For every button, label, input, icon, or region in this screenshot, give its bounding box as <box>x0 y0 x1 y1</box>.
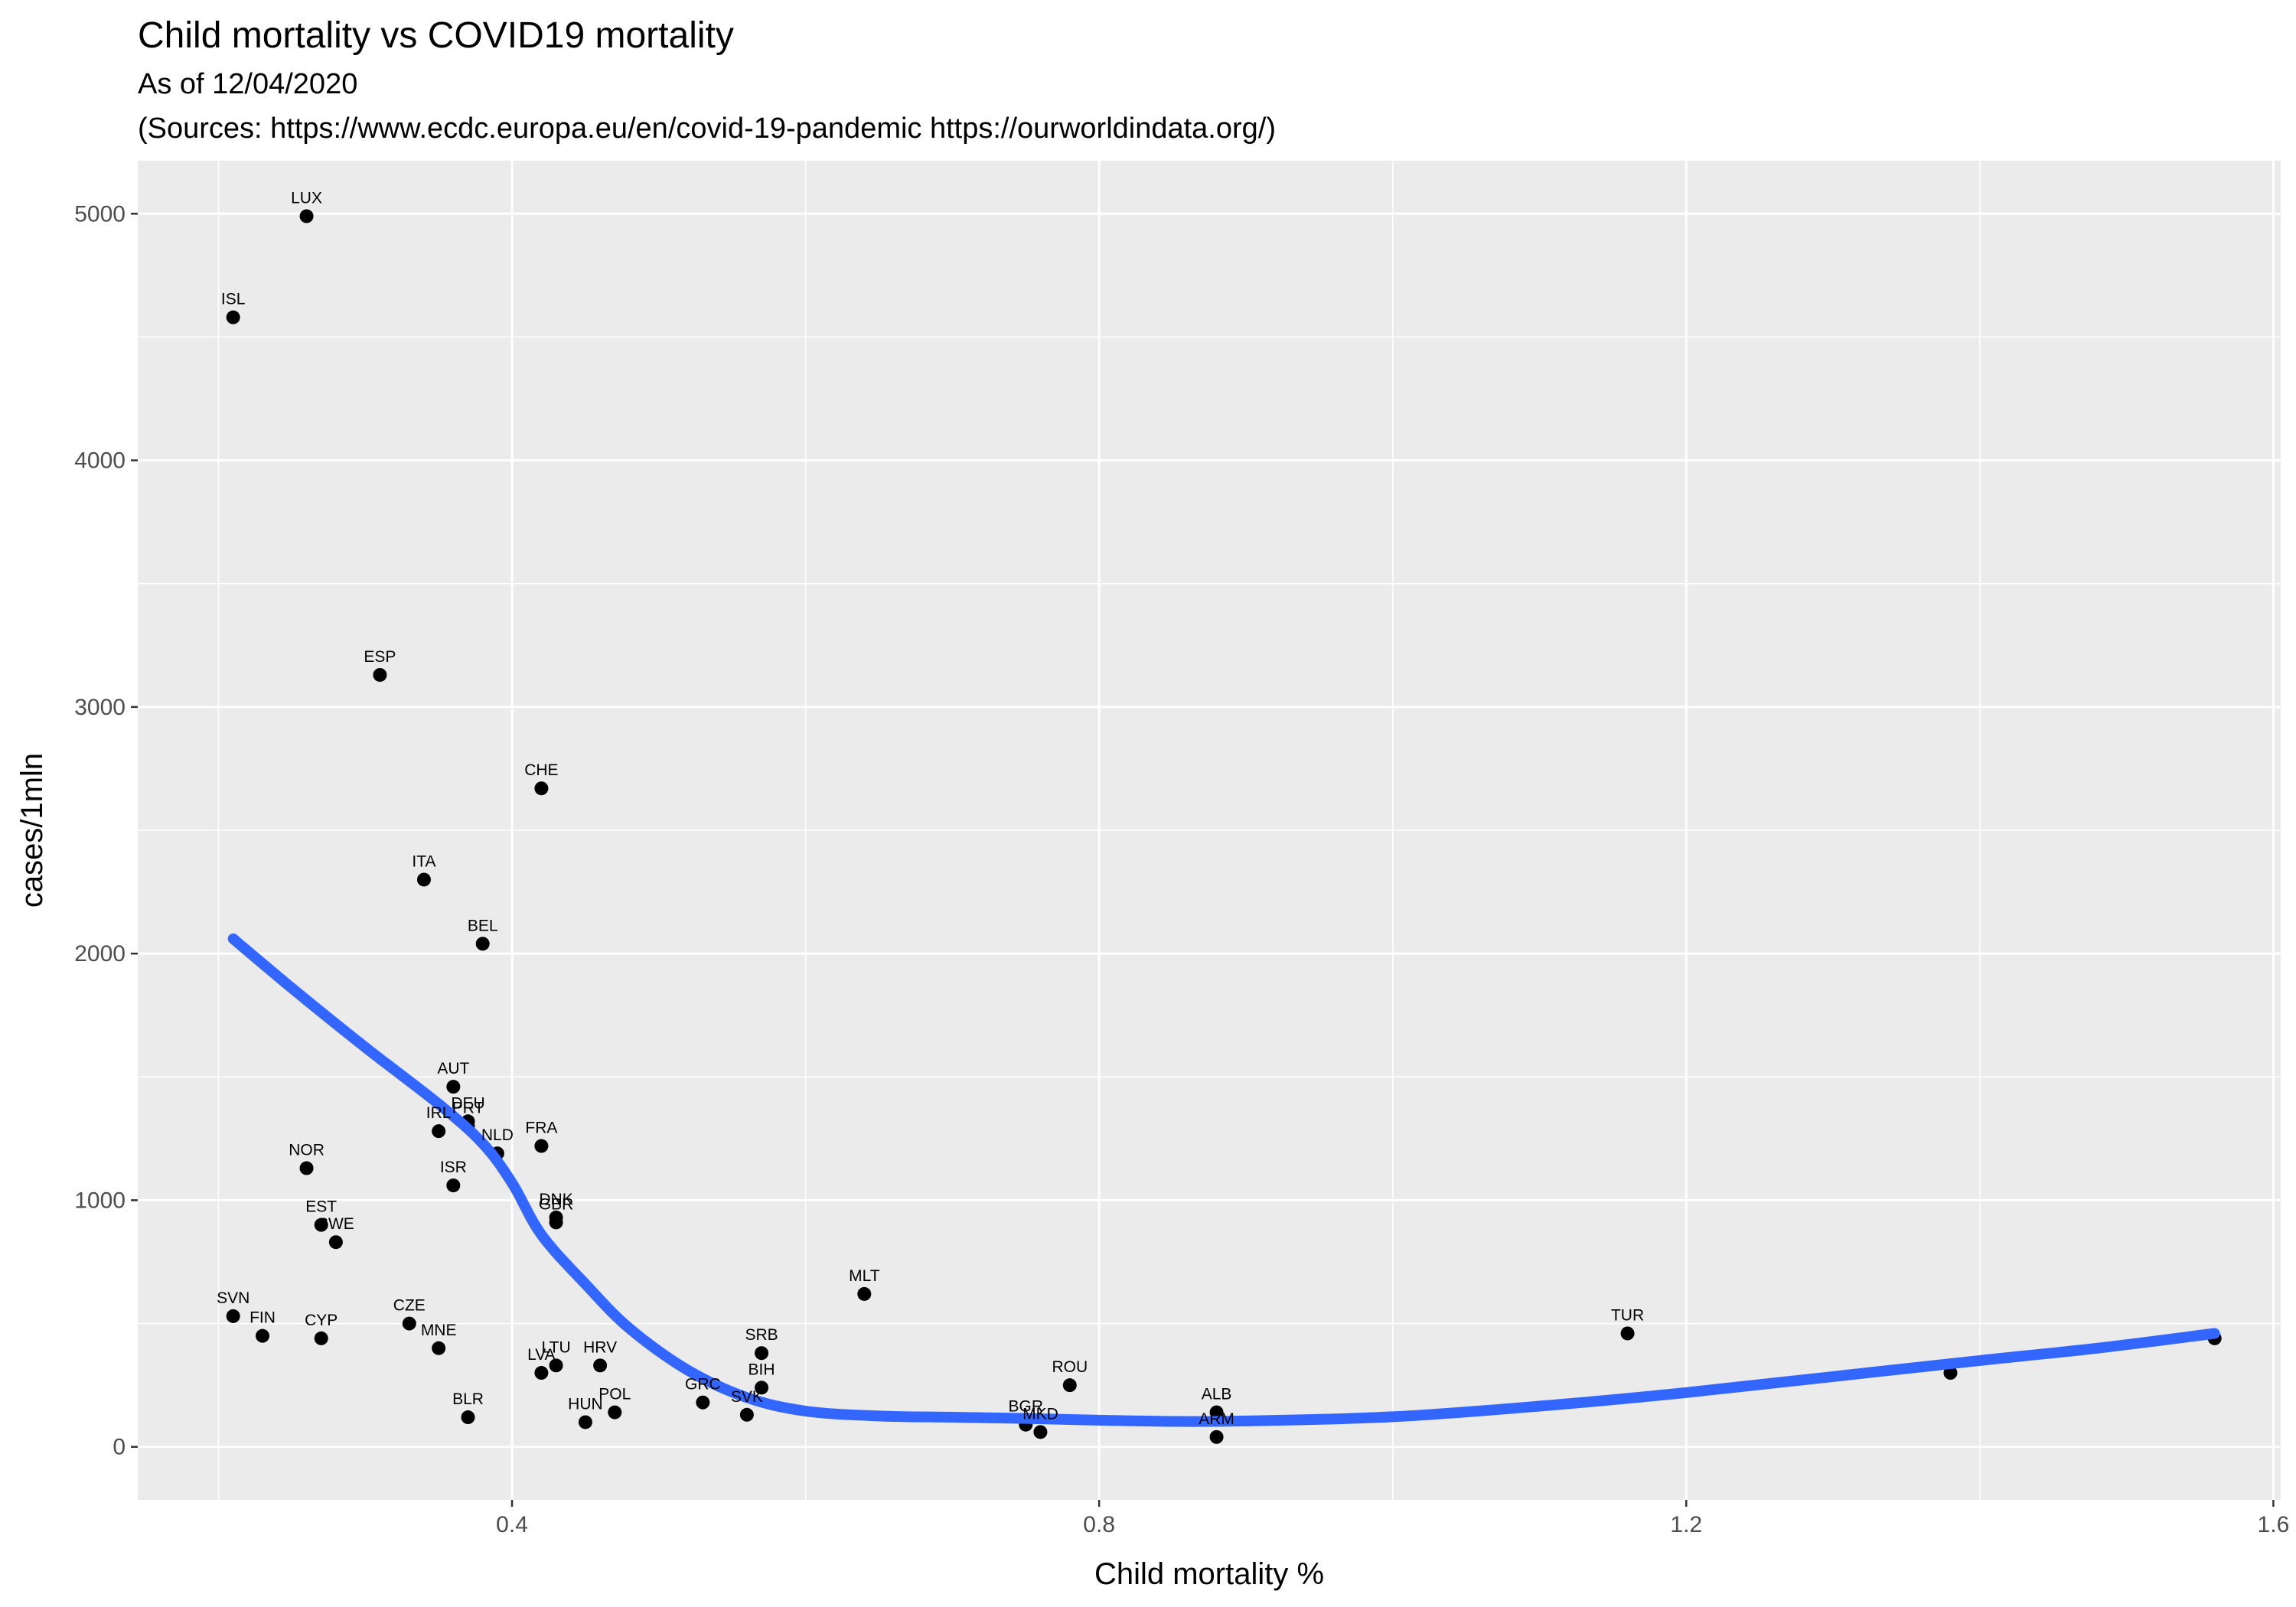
point-label-swe: SWE <box>318 1215 354 1233</box>
point-label-bel: BEL <box>468 917 498 934</box>
data-point-mlt <box>857 1286 872 1301</box>
point-label-esp: ESP <box>364 648 396 666</box>
data-point-fin <box>256 1328 270 1343</box>
point-label-prt: PRT <box>452 1100 484 1117</box>
chart-subtitle-line-1: As of 12/04/2020 <box>138 68 357 100</box>
point-label-aut: AUT <box>437 1060 469 1077</box>
point-label-isl: ISL <box>221 291 246 308</box>
point-label-lux: LUX <box>291 190 322 207</box>
data-point-arm <box>1209 1429 1224 1444</box>
data-point-hun <box>578 1415 592 1429</box>
data-point-fra <box>534 1139 549 1153</box>
data-point-bih <box>755 1380 769 1395</box>
gridlines <box>138 161 2281 1500</box>
point-label-mkd: MKD <box>1022 1405 1058 1423</box>
point-label-srb: SRB <box>745 1326 778 1344</box>
point-label-mne: MNE <box>421 1322 457 1339</box>
point-label-hun: HUN <box>568 1395 603 1413</box>
x-axis-title: Child mortality % <box>1094 1557 1324 1591</box>
point-label-deu: DEU <box>451 1094 484 1112</box>
point-label-gbr: GBR <box>539 1195 574 1213</box>
data-point-alb <box>1209 1405 1224 1420</box>
point-label-grc: GRC <box>685 1376 721 1393</box>
point-label-mlt: MLT <box>849 1267 880 1285</box>
data-point-irl <box>432 1124 446 1139</box>
chart-subtitle-line-2: (Sources: https://www.ecdc.europa.eu/en/… <box>138 112 1276 145</box>
point-label-est: EST <box>305 1198 337 1216</box>
data-point-hrv <box>593 1358 608 1373</box>
data-point-isl <box>226 310 240 324</box>
point-label-bgr: BGR <box>1009 1398 1044 1416</box>
data-point-aut <box>446 1080 461 1094</box>
point-label-fra: FRA <box>525 1120 557 1137</box>
point-label-fin: FIN <box>249 1309 276 1327</box>
data-point-swe <box>328 1235 343 1250</box>
data-point-cyp <box>314 1331 328 1345</box>
data-point-mne <box>432 1341 446 1355</box>
point-label-hrv: HRV <box>583 1338 617 1356</box>
data-point-mkd <box>1033 1425 1048 1439</box>
x-tick-label-3: 1.6 <box>2258 1512 2290 1537</box>
data-point-tur <box>1620 1326 1635 1341</box>
data-point-est <box>314 1217 328 1232</box>
data-point-cze <box>402 1316 416 1331</box>
data-point-rou <box>1062 1378 1077 1393</box>
axis-ticks: 0.4 0.8 1.2 1.6 0 1000 2000 3000 4000 5000 <box>74 201 2289 1537</box>
point-label-pol: POL <box>598 1386 631 1403</box>
point-label-bih: BIH <box>748 1361 775 1378</box>
x-tick-label-1: 0.8 <box>1083 1512 1115 1537</box>
data-point-nor <box>299 1161 314 1175</box>
trend-line <box>227 933 2220 1427</box>
point-label-nor: NOR <box>289 1142 325 1159</box>
data-point-isr <box>446 1178 461 1193</box>
data-point-blr <box>461 1410 475 1425</box>
data-point-pol <box>608 1405 622 1420</box>
y-tick-label-5: 5000 <box>74 201 126 227</box>
point-label-irl: IRL <box>426 1104 452 1122</box>
x-tick-label-0: 0.4 <box>496 1512 528 1537</box>
y-axis-title: cases/1mln <box>15 753 49 908</box>
point-label-alb: ALB <box>1202 1386 1232 1403</box>
point-label-rou: ROU <box>1052 1358 1088 1376</box>
point-label-tur: TUR <box>1611 1306 1644 1324</box>
y-tick-label-2: 2000 <box>74 941 126 966</box>
point-label-arm: ARM <box>1199 1410 1234 1428</box>
point-label-nld: NLD <box>481 1126 514 1144</box>
data-point-grc <box>696 1395 710 1410</box>
point-label-isr: ISR <box>440 1159 467 1176</box>
y-tick-label-3: 3000 <box>74 695 126 720</box>
point-label-blr: BLR <box>452 1390 484 1408</box>
point-label-svn: SVN <box>217 1289 249 1307</box>
point-label-cze: CZE <box>393 1297 426 1315</box>
point-label-ita: ITA <box>412 852 435 870</box>
point-label-cyp: CYP <box>305 1312 338 1329</box>
data-point-srb <box>755 1346 769 1361</box>
data-point-ltu <box>549 1358 563 1373</box>
point-label-svk: SVK <box>731 1388 763 1406</box>
y-tick-label-0: 0 <box>113 1435 126 1460</box>
data-point-esp <box>373 667 387 682</box>
point-label-lva: LVA <box>527 1346 556 1364</box>
data-point-lva <box>534 1366 549 1380</box>
data-point-bel <box>475 937 490 951</box>
y-tick-label-1: 1000 <box>74 1188 126 1213</box>
data-point-lux <box>299 209 314 223</box>
data-point-svk <box>739 1407 754 1422</box>
point-label-ltu: LTU <box>542 1338 571 1356</box>
data-point-gbr <box>549 1215 563 1230</box>
data-point-ita <box>416 872 431 887</box>
data-point-che <box>534 781 549 796</box>
data-point-svn <box>226 1309 240 1323</box>
chart-title: Child mortality vs COVID19 mortality <box>138 15 734 56</box>
point-label-che: CHE <box>524 761 558 779</box>
y-tick-label-4: 4000 <box>74 448 126 474</box>
point-label-dnk: DNK <box>539 1191 572 1208</box>
x-tick-label-2: 1.2 <box>1670 1512 1702 1537</box>
